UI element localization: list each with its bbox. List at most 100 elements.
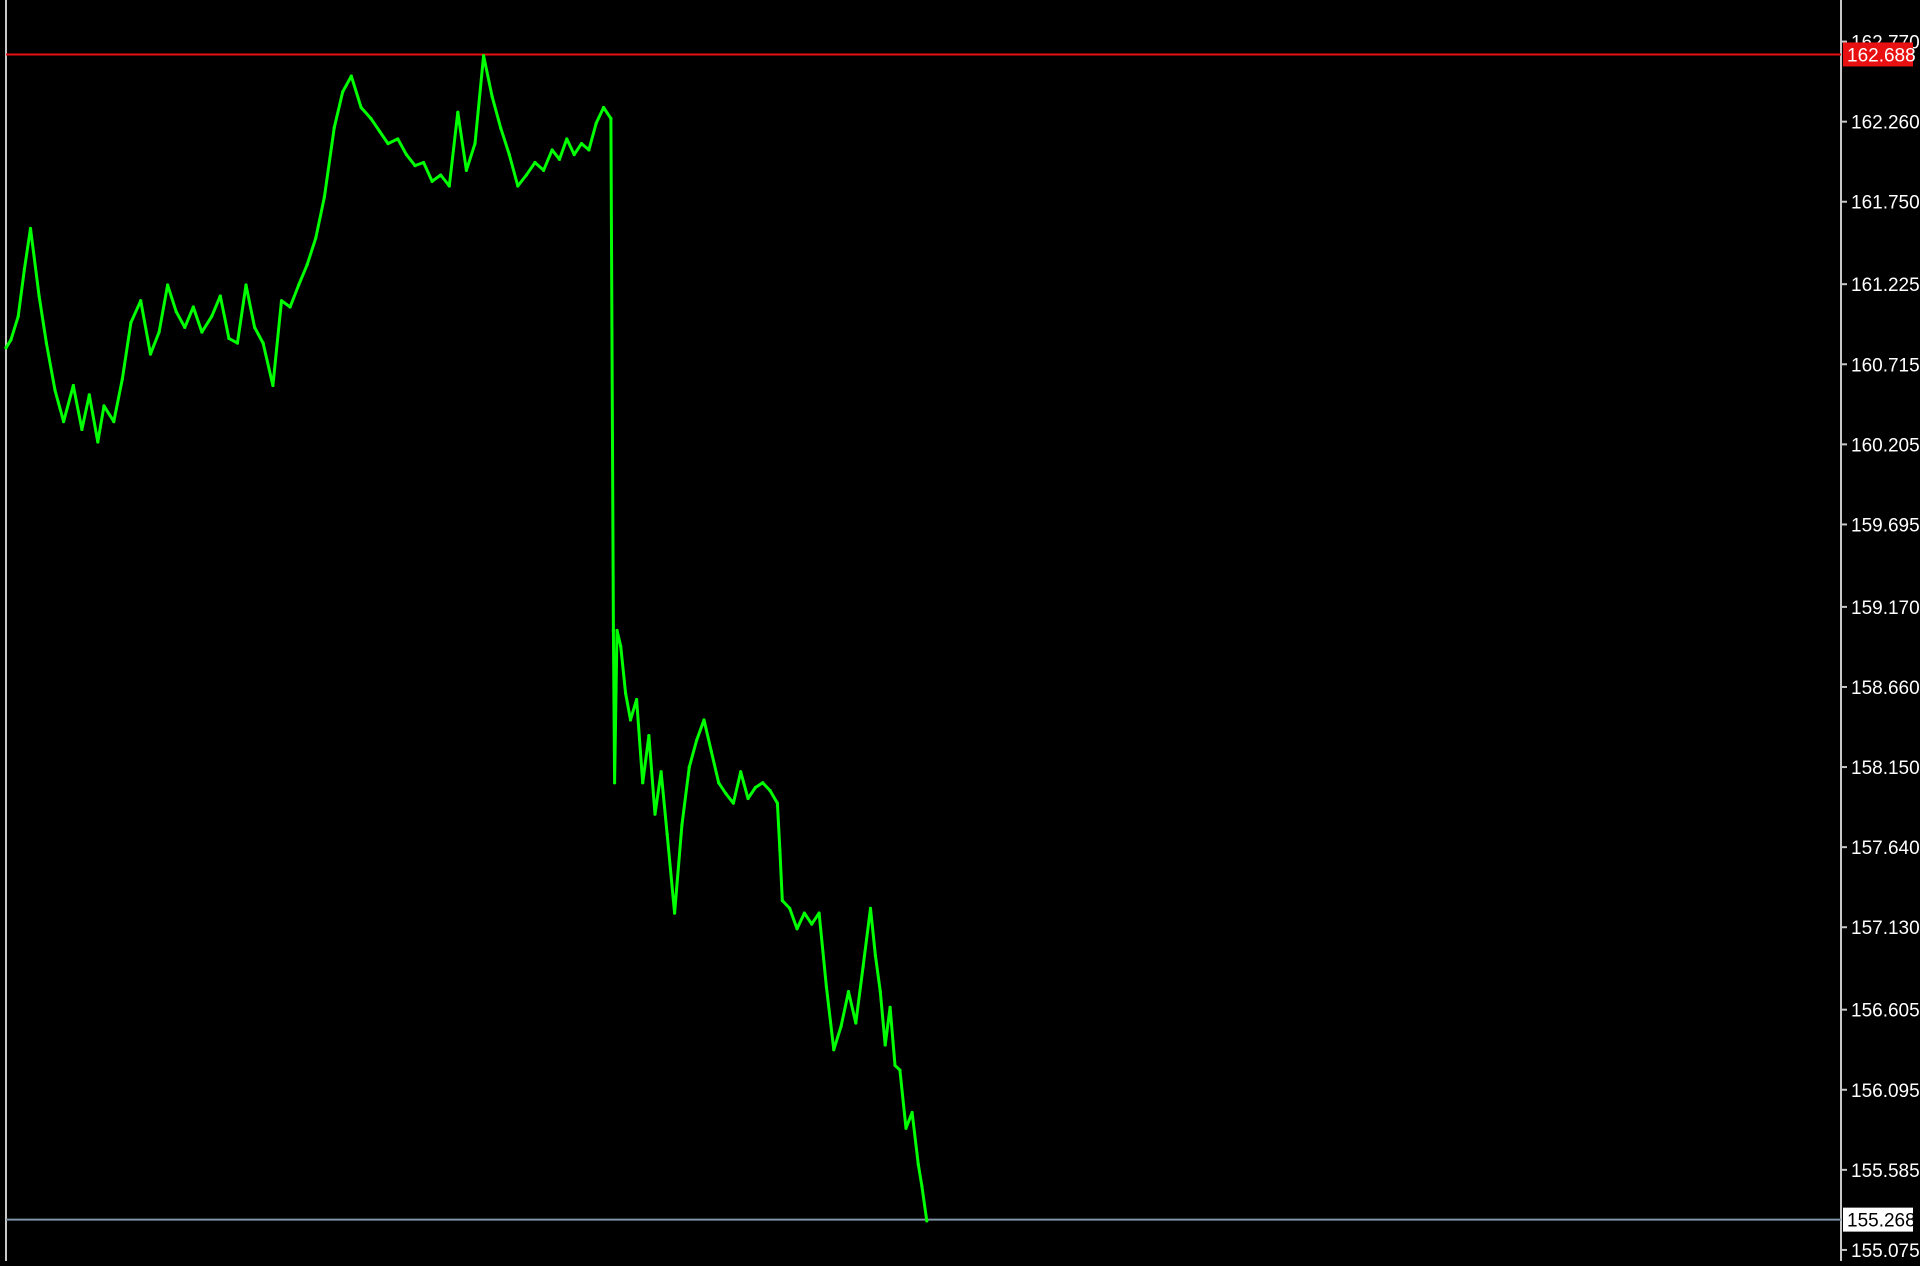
y-axis-tick-label: 156.605 xyxy=(1851,1001,1920,1022)
price-line-label: 162.688 xyxy=(1847,45,1916,66)
price-point xyxy=(464,168,469,172)
price-point xyxy=(322,195,326,199)
price-point xyxy=(572,153,576,157)
price-point xyxy=(396,137,400,141)
price-point xyxy=(761,781,765,785)
price-point xyxy=(550,148,554,152)
price-point xyxy=(386,142,390,146)
price-point xyxy=(802,911,806,915)
y-axis-tick-label: 160.205 xyxy=(1851,435,1920,456)
price-point xyxy=(893,1063,897,1068)
price-point xyxy=(369,116,373,121)
y-axis-tick-label: 162.260 xyxy=(1851,113,1920,134)
price-point xyxy=(888,1005,892,1009)
price-point xyxy=(541,168,546,172)
price-point xyxy=(9,338,13,342)
price-point xyxy=(854,1021,858,1025)
price-point xyxy=(507,153,511,157)
price-point xyxy=(261,341,265,345)
price-point xyxy=(44,341,49,345)
price-point xyxy=(305,262,309,267)
price-point xyxy=(861,964,865,969)
price-point xyxy=(839,1024,843,1028)
price-point xyxy=(868,906,873,910)
price-point xyxy=(439,173,443,177)
price-point xyxy=(680,823,684,827)
y-axis-tick-label: 157.640 xyxy=(1851,838,1920,859)
price-point xyxy=(647,734,651,738)
price-point xyxy=(920,1184,924,1188)
y-axis-tick-label: 156.095 xyxy=(1851,1081,1920,1102)
price-point xyxy=(183,325,187,329)
price-point xyxy=(916,1162,920,1166)
price-point xyxy=(609,116,613,121)
price-point xyxy=(359,105,363,110)
price-point xyxy=(641,781,645,785)
price-point xyxy=(579,142,584,146)
series-layer xyxy=(4,54,929,1223)
price-point xyxy=(102,404,106,408)
price-point xyxy=(71,383,75,388)
price-point xyxy=(780,898,784,903)
price-point xyxy=(824,985,829,989)
price-point xyxy=(746,796,750,801)
price-point xyxy=(873,953,877,958)
price-point xyxy=(473,142,477,146)
price-point xyxy=(878,990,882,994)
price-point xyxy=(191,305,195,309)
price-point xyxy=(587,148,591,152)
y-axis-tick-label: 158.150 xyxy=(1851,758,1920,779)
y-axis-tick-label: 161.225 xyxy=(1851,275,1920,296)
price-point xyxy=(795,927,799,931)
y-axis-tick-label: 155.075 xyxy=(1851,1241,1920,1261)
price-point xyxy=(332,126,336,130)
price-point xyxy=(731,801,735,805)
price-point xyxy=(925,1219,929,1223)
price-point xyxy=(709,749,713,753)
price-point xyxy=(297,283,301,287)
price-point xyxy=(672,911,677,915)
price-point xyxy=(910,1110,914,1115)
y-axis-tick-label: 158.660 xyxy=(1851,678,1920,699)
price-point xyxy=(659,770,663,774)
price-point xyxy=(16,314,20,318)
price-line-label: 155.268 xyxy=(1847,1211,1916,1232)
y-axis-tick-label: 157.130 xyxy=(1851,918,1920,939)
price-point xyxy=(28,226,33,231)
price-point xyxy=(210,314,214,318)
price-point xyxy=(244,283,248,287)
price-point xyxy=(653,812,657,816)
price-point xyxy=(314,236,318,240)
y-axis-tick-label: 159.170 xyxy=(1851,598,1920,619)
price-point xyxy=(557,157,562,161)
price-point xyxy=(601,105,606,110)
price-point xyxy=(753,785,757,790)
price-point xyxy=(157,330,161,334)
price-point xyxy=(80,427,84,432)
price-point xyxy=(832,1048,836,1052)
price-point xyxy=(594,121,598,125)
price-point xyxy=(565,137,569,141)
price-point xyxy=(615,628,619,633)
price-point xyxy=(619,644,623,648)
price-point xyxy=(904,1126,908,1130)
price-point xyxy=(53,388,57,392)
price-point xyxy=(22,267,26,271)
y-axis-tick-label: 160.715 xyxy=(1851,355,1920,376)
price-point xyxy=(200,330,204,334)
price-point xyxy=(623,691,628,695)
price-point xyxy=(490,94,494,99)
price-point xyxy=(430,179,434,183)
price-point xyxy=(377,129,382,133)
price-point xyxy=(778,848,782,852)
price-line-label-box xyxy=(1843,42,1913,67)
price-point xyxy=(37,294,41,298)
price-point xyxy=(166,283,170,287)
price-point xyxy=(252,325,257,329)
price-point xyxy=(524,173,529,177)
price-point xyxy=(288,305,292,309)
price-point xyxy=(87,393,91,397)
